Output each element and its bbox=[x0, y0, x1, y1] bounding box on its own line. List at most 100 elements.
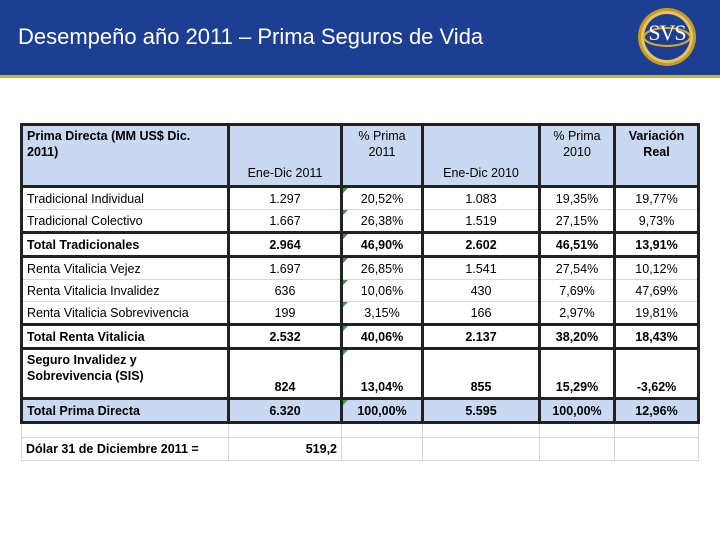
cell-value: 13,04% bbox=[340, 348, 423, 400]
row-label: Total Tradicionales bbox=[20, 231, 230, 258]
table-row: Renta Vitalicia Vejez 1.697 26,85% 1.541… bbox=[20, 256, 700, 280]
cell-value: 2.137 bbox=[421, 323, 540, 350]
cell-value: 10,06% bbox=[340, 279, 423, 302]
cell-value: 1.519 bbox=[421, 209, 540, 233]
row-label: Total Prima Directa bbox=[20, 398, 230, 424]
cell-value: 19,35% bbox=[538, 185, 615, 210]
table-row-total: Total Tradicionales 2.964 46,90% 2.602 4… bbox=[20, 231, 700, 258]
cell-value: 13,91% bbox=[613, 231, 700, 258]
header-pct-prima-2010: % Prima 2010 bbox=[538, 123, 615, 187]
empty-cell bbox=[341, 437, 423, 461]
row-label: Seguro Invalidez y Sobrevivencia (SIS) bbox=[20, 348, 230, 400]
header-ene-dic-2010: Ene-Dic 2010 bbox=[421, 123, 540, 187]
empty-cell bbox=[422, 437, 540, 461]
cell-value: 2.532 bbox=[228, 323, 342, 350]
empty-cell bbox=[21, 422, 229, 438]
cell-value: 10,12% bbox=[613, 256, 700, 280]
cell-value: 2.602 bbox=[421, 231, 540, 258]
empty-cell bbox=[539, 422, 615, 438]
cell-value: 100,00% bbox=[340, 398, 423, 424]
header-bar bbox=[0, 0, 720, 75]
cell-value: 38,20% bbox=[538, 323, 615, 350]
table-row-total: Seguro Invalidez y Sobrevivencia (SIS) 8… bbox=[20, 348, 700, 400]
comment-marker-icon bbox=[344, 189, 348, 193]
cell-value: 46,90% bbox=[340, 231, 423, 258]
cell-value: 26,38% bbox=[340, 209, 423, 233]
cell-value: 9,73% bbox=[613, 209, 700, 233]
logo-text: SVS bbox=[648, 20, 686, 45]
cell-value: 26,85% bbox=[340, 256, 423, 280]
cell-text: 26,38% bbox=[360, 213, 404, 228]
comment-marker-icon bbox=[344, 235, 348, 239]
cell-value: 2,97% bbox=[538, 301, 615, 325]
cell-value: 636 bbox=[228, 279, 342, 302]
comment-marker-icon bbox=[344, 327, 348, 331]
empty-cell bbox=[422, 422, 540, 438]
cell-value: 20,52% bbox=[340, 185, 423, 210]
table-header-row: Prima Directa (MM US$ Dic. 2011) Ene-Dic… bbox=[20, 123, 700, 187]
cell-text: 10,06% bbox=[360, 283, 404, 298]
cell-value: 100,00% bbox=[538, 398, 615, 424]
header-variacion-real: Variación Real bbox=[613, 123, 700, 187]
cell-value: 1.697 bbox=[228, 256, 342, 280]
cell-value: 1.083 bbox=[421, 185, 540, 210]
cell-value: 1.667 bbox=[228, 209, 342, 233]
row-label: Tradicional Individual bbox=[20, 185, 230, 210]
row-label: Tradicional Colectivo bbox=[20, 209, 230, 233]
table-row: Tradicional Individual 1.297 20,52% 1.08… bbox=[20, 185, 700, 210]
spacer-row bbox=[21, 422, 699, 438]
cell-value: 5.595 bbox=[421, 398, 540, 424]
header-ene-dic-2011: Ene-Dic 2011 bbox=[228, 123, 342, 187]
dolar-row: Dólar 31 de Diciembre 2011 = 519,2 bbox=[21, 437, 699, 461]
cell-value: 824 bbox=[228, 348, 342, 400]
cell-value: 6.320 bbox=[228, 398, 342, 424]
table-row: Tradicional Colectivo 1.667 26,38% 1.519… bbox=[20, 209, 700, 233]
cell-value: 1.297 bbox=[228, 185, 342, 210]
cell-value: 166 bbox=[421, 301, 540, 325]
cell-value: -3,62% bbox=[613, 348, 700, 400]
comment-marker-icon bbox=[344, 258, 348, 263]
table-row-total: Total Renta Vitalicia 2.532 40,06% 2.137… bbox=[20, 323, 700, 350]
svs-logo: SVS bbox=[636, 6, 698, 68]
header-accent-line bbox=[0, 75, 720, 78]
cell-value: 1.541 bbox=[421, 256, 540, 280]
table-row: Renta Vitalicia Sobrevivencia 199 3,15% … bbox=[20, 301, 700, 325]
cell-value: 430 bbox=[421, 279, 540, 302]
empty-cell bbox=[341, 422, 423, 438]
cell-value: 27,15% bbox=[538, 209, 615, 233]
comment-marker-icon bbox=[344, 350, 348, 355]
cell-text: 40,06% bbox=[360, 329, 404, 344]
comment-marker-icon bbox=[344, 302, 348, 307]
empty-cell bbox=[539, 437, 615, 461]
cell-text: 46,90% bbox=[360, 237, 404, 252]
cell-value: 15,29% bbox=[538, 348, 615, 400]
row-label: Renta Vitalicia Invalidez bbox=[20, 279, 230, 302]
cell-value: 46,51% bbox=[538, 231, 615, 258]
cell-value: 7,69% bbox=[538, 279, 615, 302]
table-row-grand-total: Total Prima Directa 6.320 100,00% 5.595 … bbox=[20, 398, 700, 424]
comment-marker-icon bbox=[344, 210, 348, 215]
cell-text: 3,15% bbox=[364, 305, 400, 320]
cell-text: 20,52% bbox=[360, 191, 404, 206]
cell-text: 13,04% bbox=[360, 380, 404, 394]
comment-marker-icon bbox=[344, 400, 348, 405]
cell-value: 18,43% bbox=[613, 323, 700, 350]
row-label: Renta Vitalicia Vejez bbox=[20, 256, 230, 280]
header-pct-prima-2011: % Prima 2011 bbox=[340, 123, 423, 187]
svs-logo-emblem-icon bbox=[638, 8, 696, 66]
dolar-label: Dólar 31 de Diciembre 2011 = bbox=[21, 437, 229, 461]
header-prima-directa: Prima Directa (MM US$ Dic. 2011) bbox=[20, 123, 230, 187]
cell-value: 40,06% bbox=[340, 323, 423, 350]
row-label: Total Renta Vitalicia bbox=[20, 323, 230, 350]
cell-value: 2.964 bbox=[228, 231, 342, 258]
page-title: Desempeño año 2011 – Prima Seguros de Vi… bbox=[18, 24, 484, 49]
cell-value: 3,15% bbox=[340, 301, 423, 325]
dolar-value: 519,2 bbox=[228, 437, 342, 461]
empty-cell bbox=[614, 422, 699, 438]
cell-value: 199 bbox=[228, 301, 342, 325]
row-label: Renta Vitalicia Sobrevivencia bbox=[20, 301, 230, 325]
cell-value: 27,54% bbox=[538, 256, 615, 280]
table-row: Renta Vitalicia Invalidez 636 10,06% 430… bbox=[20, 279, 700, 302]
empty-cell bbox=[228, 422, 342, 438]
cell-value: 12,96% bbox=[613, 398, 700, 424]
